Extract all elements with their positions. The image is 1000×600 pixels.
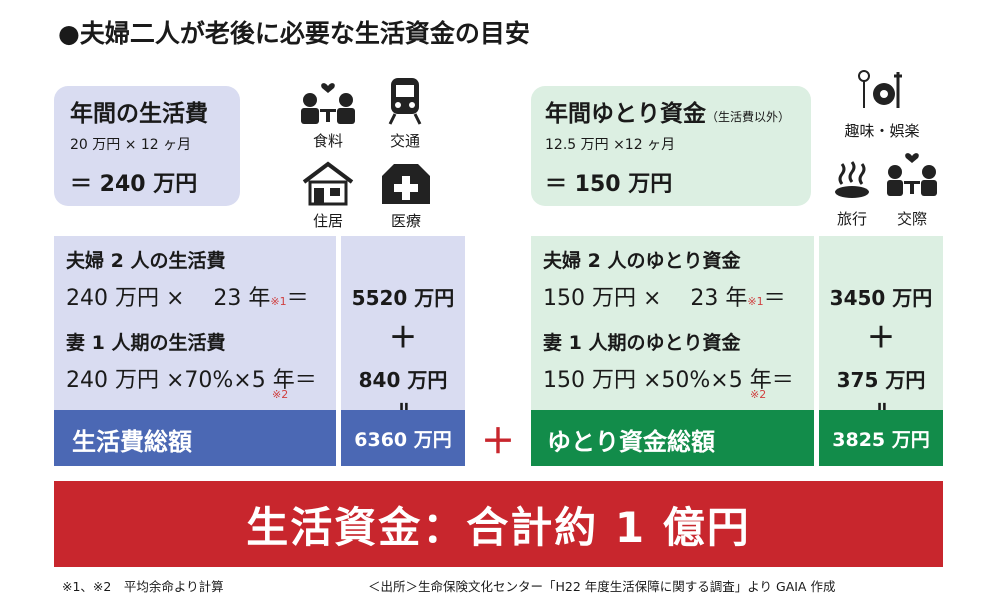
annual-leisure-fund-box: 年間ゆとり資金（生活費以外） 12.5 万円 ×12 ヶ月 ＝ 150 万円 (531, 86, 811, 206)
hot-spring-icon (835, 161, 869, 198)
annual-leisure-fund-title: 年間ゆとり資金（生活費以外） (545, 101, 791, 127)
annual-living-cost-title: 年間の生活費 (70, 101, 208, 127)
note-2-mark: ※2 (750, 388, 767, 401)
annual-leisure-fund-total: ＝ 150 万円 (545, 172, 673, 197)
note-2-mark: ※2 (272, 388, 289, 401)
couple-leisure-fund-formula: 150 万円 × 23 年※1＝ (543, 286, 786, 311)
wife-living-cost-value: 840 万円 (358, 368, 448, 392)
annual-living-cost-total: ＝ 240 万円 (70, 172, 198, 197)
house-icon (302, 161, 354, 206)
footnote: ※1、※2 平均余命より計算 (62, 579, 224, 594)
left-divider (336, 236, 341, 466)
leisure-fund-total-bar: ゆとり資金総額 (531, 410, 814, 466)
couple-living-cost-heading: 夫婦 2 人の生活費 (66, 250, 226, 272)
social-label: 交際 (896, 210, 927, 228)
right-plus-sign: ＋ (866, 321, 895, 354)
living-cost-total-value: 6360 万円 (354, 429, 452, 451)
living-cost-total-value-cell: 6360 万円 (341, 410, 465, 466)
leisure-fund-total-label: ゆとり資金総額 (547, 428, 715, 456)
note-1-mark: ※1 (270, 295, 287, 308)
grand-total-text: 生活資金：合計約 1 億円 (246, 502, 751, 552)
couple-living-cost-formula: 240 万円 × 23 年※1＝ (66, 286, 309, 311)
food-icon (301, 83, 355, 124)
hobby-label: 趣味・娯楽 (844, 122, 920, 140)
wife-leisure-fund-value: 375 万円 (836, 368, 926, 392)
food-label: 食料 (312, 132, 343, 150)
transport-label: 交通 (389, 132, 420, 150)
hobby-icon (858, 70, 902, 108)
right-divider (814, 236, 819, 466)
couple-living-cost-value: 5520 万円 (351, 286, 455, 310)
wife-leisure-fund-heading: 妻 1 人期のゆとり資金 (543, 332, 741, 354)
hospital-icon (382, 164, 430, 204)
annual-leisure-fund-formula: 12.5 万円 ×12 ヶ月 (545, 137, 676, 153)
couple-leisure-fund-heading: 夫婦 2 人のゆとり資金 (543, 250, 741, 272)
housing-label: 住居 (312, 212, 343, 230)
grand-total-banner: 生活資金：合計約 1 億円 (54, 481, 943, 567)
train-icon (388, 78, 422, 125)
travel-label: 旅行 (836, 210, 867, 228)
page-title: ●夫婦二人が老後に必要な生活資金の目安 (58, 19, 530, 48)
couple-leisure-fund-value: 3450 万円 (829, 286, 933, 310)
living-cost-total-bar: 生活費総額 (54, 410, 336, 466)
leisure-fund-total-value-cell: 3825 万円 (819, 410, 943, 466)
note-1-mark: ※1 (747, 295, 764, 308)
living-cost-total-label: 生活費総額 (72, 428, 192, 456)
annual-living-cost-formula: 20 万円 × 12 ヶ月 (70, 137, 192, 153)
annual-living-cost-box: 年間の生活費 20 万円 × 12 ヶ月 ＝ 240 万円 (54, 86, 240, 206)
left-plus-sign: ＋ (388, 321, 417, 354)
social-icon (887, 153, 937, 196)
medical-label: 医療 (390, 212, 421, 230)
leisure-fund-total-value: 3825 万円 (832, 429, 930, 451)
wife-living-cost-heading: 妻 1 人期の生活費 (66, 332, 226, 354)
source-note: ＜出所＞生命保険文化センター「H22 年度生活保障に関する調査」より GAIA … (368, 579, 836, 594)
wife-living-cost-formula: 240 万円 ×70%×5 年＝ (66, 368, 317, 393)
middle-plus-sign: ＋ (481, 422, 515, 462)
wife-leisure-fund-formula: 150 万円 ×50%×5 年＝ (543, 368, 794, 393)
